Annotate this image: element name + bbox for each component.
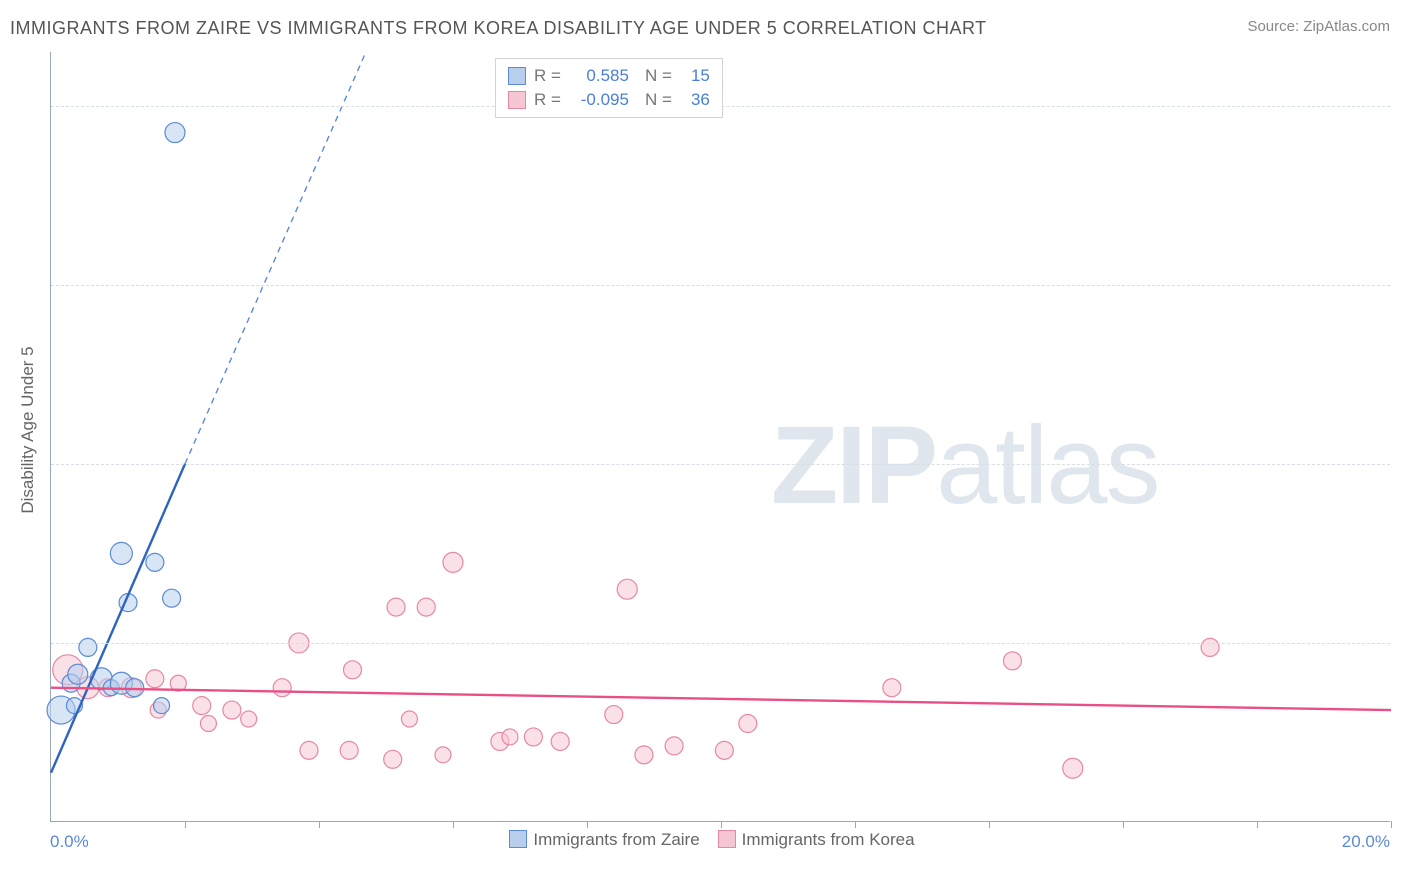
data-point	[605, 706, 623, 724]
data-point	[340, 741, 358, 759]
gridline	[51, 643, 1390, 644]
data-point	[126, 679, 144, 697]
y-tick-label: 4.0%	[1395, 454, 1406, 474]
legend-r-value: -0.095	[569, 90, 629, 110]
data-point	[344, 661, 362, 679]
data-point	[551, 732, 569, 750]
data-point	[715, 741, 733, 759]
data-point	[163, 589, 181, 607]
data-point	[401, 711, 417, 727]
x-tick	[319, 821, 320, 828]
legend-n-value: 15	[680, 66, 710, 86]
chart-svg	[51, 52, 1390, 821]
data-point	[387, 598, 405, 616]
x-tick	[721, 821, 722, 828]
x-tick	[587, 821, 588, 828]
data-point	[200, 716, 216, 732]
x-tick	[855, 821, 856, 828]
data-point	[635, 746, 653, 764]
series-legend-label: Immigrants from Zaire	[533, 830, 699, 849]
data-point	[223, 701, 241, 719]
legend-swatch	[508, 91, 526, 109]
data-point	[241, 711, 257, 727]
legend-swatch	[508, 67, 526, 85]
legend-row: R = 0.585 N = 15	[508, 64, 710, 88]
series-legend: Immigrants from Zaire Immigrants from Kor…	[0, 830, 1406, 850]
legend-r-value: 0.585	[569, 66, 629, 86]
x-tick	[1123, 821, 1124, 828]
data-point	[1063, 758, 1083, 778]
y-axis-title: Disability Age Under 5	[18, 346, 38, 513]
series-legend-swatch	[509, 830, 527, 848]
data-point	[739, 715, 757, 733]
legend-r-label: R =	[534, 90, 561, 110]
gridline	[51, 285, 1390, 286]
gridline	[51, 464, 1390, 465]
data-point	[273, 679, 291, 697]
legend-n-value: 36	[680, 90, 710, 110]
data-point	[110, 542, 132, 564]
data-point	[154, 698, 170, 714]
x-tick	[1391, 821, 1392, 828]
data-point	[384, 750, 402, 768]
data-point	[79, 638, 97, 656]
legend-r-label: R =	[534, 66, 561, 86]
x-tick	[1257, 821, 1258, 828]
source-credit: Source: ZipAtlas.com	[1247, 18, 1390, 35]
data-point	[883, 679, 901, 697]
data-point	[1201, 638, 1219, 656]
x-tick	[989, 821, 990, 828]
x-tick	[185, 821, 186, 828]
trend-line	[185, 52, 366, 464]
series-legend-label: Immigrants from Korea	[742, 830, 915, 849]
data-point	[502, 729, 518, 745]
data-point	[417, 598, 435, 616]
data-point	[300, 741, 318, 759]
legend-n-label: N =	[645, 90, 672, 110]
legend-row: R = -0.095 N = 36	[508, 88, 710, 112]
data-point	[443, 552, 463, 572]
y-tick-label: 2.0%	[1395, 633, 1406, 653]
data-point	[146, 553, 164, 571]
data-point	[617, 579, 637, 599]
data-point	[435, 747, 451, 763]
data-point	[1003, 652, 1021, 670]
x-tick	[453, 821, 454, 828]
plot-area: ZIPatlas 2.0%4.0%6.0%8.0%	[50, 52, 1390, 822]
data-point	[165, 123, 185, 143]
data-point	[146, 670, 164, 688]
data-point	[524, 728, 542, 746]
data-point	[193, 697, 211, 715]
trend-line	[51, 688, 1391, 710]
trend-line	[51, 464, 185, 773]
y-tick-label: 6.0%	[1395, 275, 1406, 295]
data-point	[665, 737, 683, 755]
legend-n-label: N =	[645, 66, 672, 86]
y-tick-label: 8.0%	[1395, 96, 1406, 116]
series-legend-swatch	[718, 830, 736, 848]
chart-title: IMMIGRANTS FROM ZAIRE VS IMMIGRANTS FROM…	[10, 18, 987, 39]
data-point	[68, 664, 88, 684]
correlation-legend: R = 0.585 N = 15 R = -0.095 N = 36	[495, 58, 723, 118]
